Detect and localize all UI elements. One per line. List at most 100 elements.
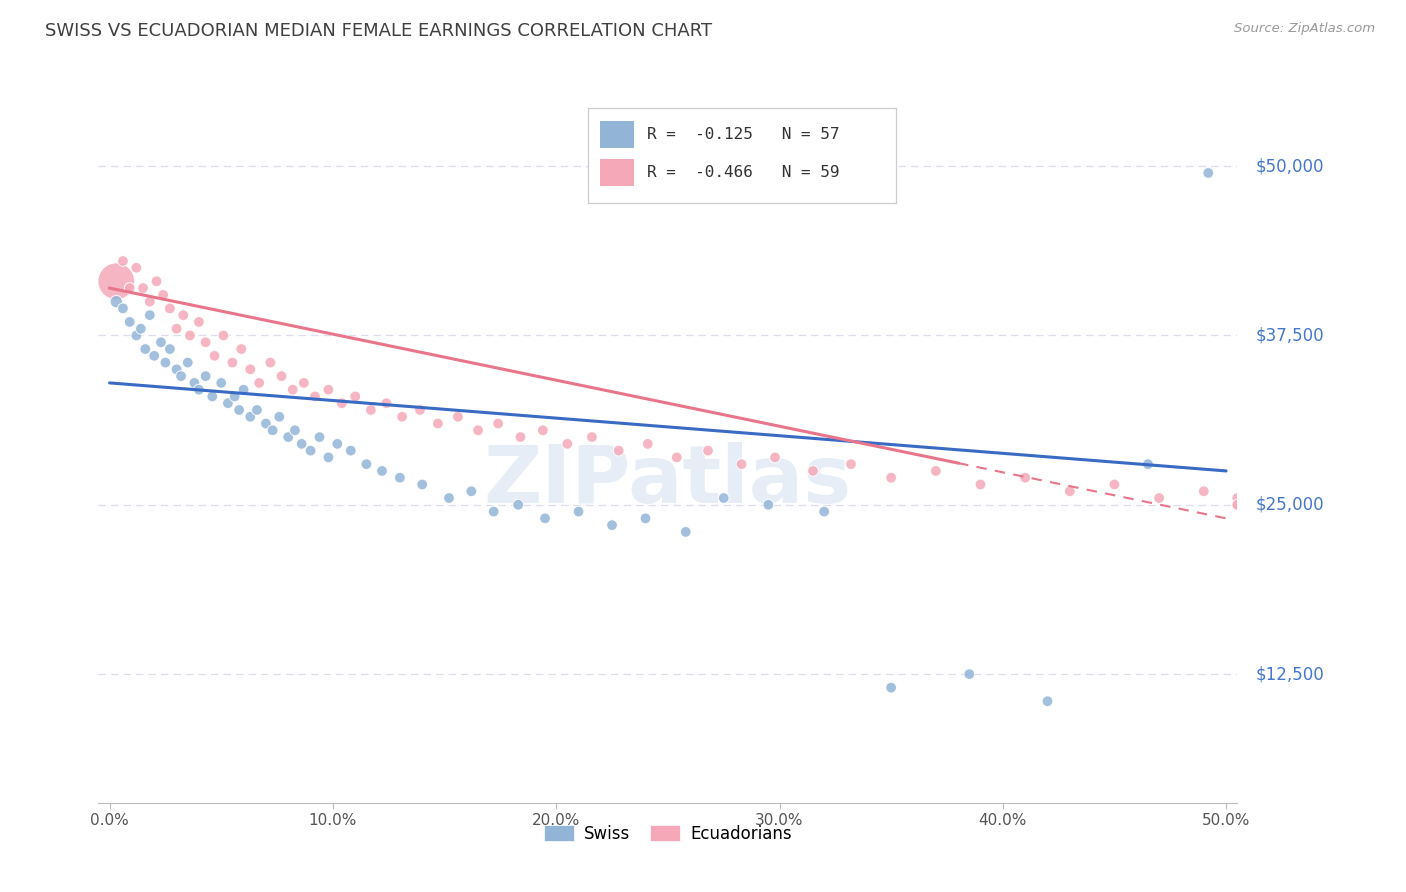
Point — [239, 362, 262, 376]
Point — [247, 376, 270, 390]
Point — [125, 260, 148, 275]
Point — [839, 457, 862, 471]
Point — [600, 518, 623, 533]
Point — [1197, 166, 1219, 180]
Point — [187, 383, 209, 397]
Point — [460, 484, 482, 499]
Point — [486, 417, 509, 431]
Point — [1192, 484, 1215, 499]
Point — [166, 322, 188, 336]
Point — [567, 505, 589, 519]
Text: $25,000: $25,000 — [1256, 496, 1324, 514]
Point — [105, 274, 128, 288]
Point — [277, 430, 299, 444]
Point — [204, 349, 226, 363]
Point — [292, 376, 315, 390]
Text: $12,500: $12,500 — [1256, 665, 1324, 683]
Point — [143, 349, 166, 363]
Point — [880, 471, 903, 485]
Point — [232, 383, 254, 397]
Point — [634, 511, 657, 525]
Point — [217, 396, 239, 410]
Point — [375, 396, 398, 410]
Text: ZIPatlas: ZIPatlas — [484, 442, 852, 520]
Point — [318, 383, 340, 397]
Point — [1104, 477, 1126, 491]
Point — [284, 423, 307, 437]
Point — [713, 491, 735, 505]
Point — [957, 667, 980, 681]
Point — [730, 457, 752, 471]
Point — [581, 430, 603, 444]
Point — [159, 301, 181, 316]
Point — [308, 430, 330, 444]
Point — [534, 511, 557, 525]
Point — [129, 322, 152, 336]
Point — [304, 389, 326, 403]
Text: $50,000: $50,000 — [1256, 157, 1323, 175]
Point — [183, 376, 205, 390]
Point — [531, 423, 554, 437]
Point — [118, 281, 141, 295]
Point — [139, 294, 162, 309]
Point — [388, 471, 411, 485]
Point — [326, 437, 349, 451]
Point — [356, 457, 378, 471]
Point — [212, 328, 235, 343]
Point — [132, 281, 155, 295]
Point — [426, 417, 449, 431]
Point — [262, 423, 284, 437]
Point — [139, 308, 162, 322]
Point — [1059, 484, 1081, 499]
Point — [166, 362, 188, 376]
Point — [1226, 498, 1249, 512]
Point — [159, 342, 181, 356]
Point — [291, 437, 314, 451]
Point — [221, 355, 243, 369]
Legend: Swiss, Ecuadorians: Swiss, Ecuadorians — [537, 818, 799, 849]
Point — [1147, 491, 1170, 505]
Point — [152, 288, 174, 302]
Point — [467, 423, 489, 437]
Point — [201, 389, 224, 403]
Point — [697, 443, 720, 458]
Point — [194, 369, 217, 384]
Point — [246, 403, 269, 417]
Point — [371, 464, 394, 478]
Text: Source: ZipAtlas.com: Source: ZipAtlas.com — [1234, 22, 1375, 36]
Point — [194, 335, 217, 350]
Point — [557, 437, 579, 451]
Point — [239, 409, 262, 424]
Point — [299, 443, 322, 458]
Point — [1036, 694, 1059, 708]
Point — [925, 464, 948, 478]
Point — [149, 335, 172, 350]
Point — [125, 328, 148, 343]
Point — [172, 308, 194, 322]
Point — [118, 315, 141, 329]
Point — [360, 403, 382, 417]
Point — [155, 355, 177, 369]
Point — [111, 301, 134, 316]
Point — [801, 464, 824, 478]
Point — [969, 477, 991, 491]
Point — [259, 355, 281, 369]
Point — [224, 389, 246, 403]
Point — [675, 524, 697, 539]
Point — [228, 403, 250, 417]
Point — [409, 403, 432, 417]
Point — [509, 430, 531, 444]
Point — [134, 342, 156, 356]
Point — [1226, 491, 1249, 505]
Point — [482, 505, 505, 519]
Point — [508, 498, 530, 512]
Text: SWISS VS ECUADORIAN MEDIAN FEMALE EARNINGS CORRELATION CHART: SWISS VS ECUADORIAN MEDIAN FEMALE EARNIN… — [45, 22, 711, 40]
Point — [339, 443, 361, 458]
Point — [665, 450, 688, 465]
Point — [270, 369, 292, 384]
Point — [281, 383, 304, 397]
Point — [231, 342, 253, 356]
Point — [177, 355, 200, 369]
Point — [187, 315, 209, 329]
Point — [170, 369, 193, 384]
